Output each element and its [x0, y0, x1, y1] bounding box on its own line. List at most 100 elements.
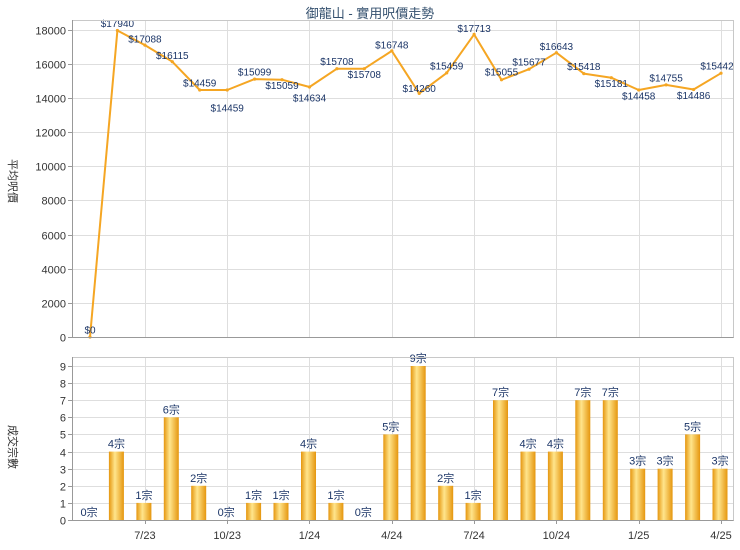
count-label-value: 1 — [135, 490, 141, 502]
count-label-suffix: 宗 — [553, 437, 564, 451]
price-data-label: $16643 — [540, 42, 574, 53]
count-label-value: 4 — [300, 439, 306, 451]
price-label-value: 15459 — [436, 61, 464, 72]
count-data-label: 1宗 — [272, 488, 289, 502]
price-point — [582, 72, 586, 76]
count-label-suffix: 宗 — [526, 437, 537, 451]
count-label-value: 4 — [547, 439, 553, 451]
count-bar — [712, 468, 728, 520]
count-data-label: 5宗 — [382, 419, 399, 433]
price-data-label: $15055 — [485, 67, 519, 78]
price-label-prefix: $ — [567, 62, 573, 73]
count-label-suffix: 宗 — [443, 471, 454, 485]
count-data-label: 0宗 — [80, 505, 97, 519]
count-data-label: 5宗 — [684, 419, 701, 433]
price-data-label: $15418 — [567, 62, 601, 73]
y-tick-label: 10000 — [35, 162, 66, 174]
price-data-label: $14459 — [211, 104, 245, 115]
count-bar — [191, 485, 207, 520]
price-label-prefix: $ — [183, 79, 189, 90]
chart-title: 御龍山 - 實用呎價走勢 — [306, 6, 435, 21]
count-data-label: 1宗 — [465, 488, 482, 502]
price-label-prefix: $ — [677, 91, 683, 102]
price-point — [225, 88, 229, 92]
y-tick-label: 12000 — [35, 128, 66, 140]
count-data-label: 7宗 — [492, 385, 509, 399]
y-tick-label: 6000 — [42, 231, 66, 243]
price-point — [198, 88, 202, 92]
count-data-label: 0宗 — [218, 505, 235, 519]
price-label-value: 14486 — [682, 91, 710, 102]
price-series-line — [89, 29, 722, 338]
price-label-value: 15181 — [600, 79, 628, 90]
y-tick-label: 8 — [60, 379, 66, 391]
price-data-label: $14486 — [677, 91, 711, 102]
price-label-value: 15099 — [243, 68, 271, 79]
price-data-label: $15181 — [595, 79, 629, 90]
price-point — [280, 78, 284, 82]
count-label-value: 5 — [382, 421, 388, 433]
count-label-suffix: 宗 — [251, 488, 262, 502]
count-bars — [108, 366, 728, 520]
price-label-prefix: $ — [700, 62, 706, 73]
count-label-suffix: 宗 — [361, 505, 372, 519]
price-point — [527, 67, 531, 71]
price-point — [170, 60, 174, 64]
price-label-prefix: $ — [348, 70, 354, 81]
x-tick-label: 1/24 — [299, 530, 320, 542]
price-point — [499, 78, 504, 82]
price-label-value: 17940 — [106, 19, 134, 30]
price-label-prefix: $ — [485, 67, 491, 78]
price-label-prefix: $ — [293, 94, 299, 105]
y-tick-label: 14000 — [35, 94, 66, 106]
price-point — [390, 49, 394, 53]
price-data-label: $15099 — [238, 68, 272, 79]
count-data-label: 4宗 — [519, 437, 536, 451]
price-point — [609, 76, 613, 80]
count-bar — [630, 468, 646, 520]
price-point — [417, 91, 421, 95]
x-tick-label: 4/25 — [710, 530, 731, 542]
price-label-prefix: $ — [375, 40, 381, 51]
price-label-value: 17088 — [134, 35, 162, 46]
count-bar — [547, 451, 563, 520]
y-tick-label: 4000 — [42, 265, 66, 277]
price-label-prefix: $ — [457, 24, 463, 35]
y-axis: 0 2000 4000 6000 8000 10000 12000 14000 16000 180… — [35, 26, 72, 345]
count-label-suffix: 宗 — [580, 385, 591, 399]
count-bar — [438, 485, 454, 520]
price-point — [445, 71, 449, 75]
count-label-value: 0 — [355, 507, 361, 519]
price-data-labels: $0$17940$17088$16115$14459$14459$15099$1… — [84, 19, 734, 337]
count-bar — [465, 502, 481, 520]
count-label-suffix: 宗 — [224, 505, 235, 519]
price-data-label: $15459 — [430, 61, 464, 72]
price-point — [664, 83, 668, 87]
y-tick-label: 8000 — [42, 196, 66, 208]
price-label-value: 14260 — [408, 84, 436, 95]
price-label-prefix: $ — [238, 68, 244, 79]
count-label-suffix: 宗 — [718, 454, 729, 468]
count-bar — [136, 502, 152, 520]
price-label-value: 15708 — [326, 57, 354, 68]
y-tick-label: 7 — [60, 396, 66, 408]
price-data-label: $16748 — [375, 40, 409, 51]
count-label-suffix: 宗 — [663, 454, 674, 468]
count-label-value: 5 — [684, 421, 690, 433]
count-label-value: 6 — [163, 404, 169, 416]
count-label-suffix: 宗 — [608, 385, 619, 399]
count-data-label: 1宗 — [327, 488, 344, 502]
price-point — [719, 71, 723, 75]
count-label-suffix: 宗 — [169, 402, 180, 416]
count-label-suffix: 宗 — [388, 419, 399, 433]
count-data-label: 4宗 — [108, 437, 125, 451]
price-data-label: $17713 — [457, 24, 491, 35]
y-tick-label: 9 — [60, 362, 66, 374]
price-label-value: 14755 — [655, 73, 683, 84]
price-point — [143, 43, 147, 47]
count-bar — [493, 400, 508, 520]
count-label-value: 7 — [574, 387, 580, 399]
y-axis: 0 1 2 3 4 5 6 7 8 9 — [60, 362, 72, 528]
